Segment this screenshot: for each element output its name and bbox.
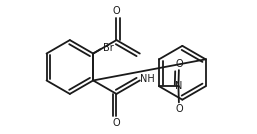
Text: O: O [175, 59, 183, 68]
Text: NH: NH [140, 75, 155, 85]
Text: N: N [175, 81, 182, 91]
Text: O: O [113, 118, 120, 128]
Text: O: O [175, 104, 183, 114]
Text: Br: Br [103, 43, 114, 53]
Text: O: O [113, 6, 120, 16]
